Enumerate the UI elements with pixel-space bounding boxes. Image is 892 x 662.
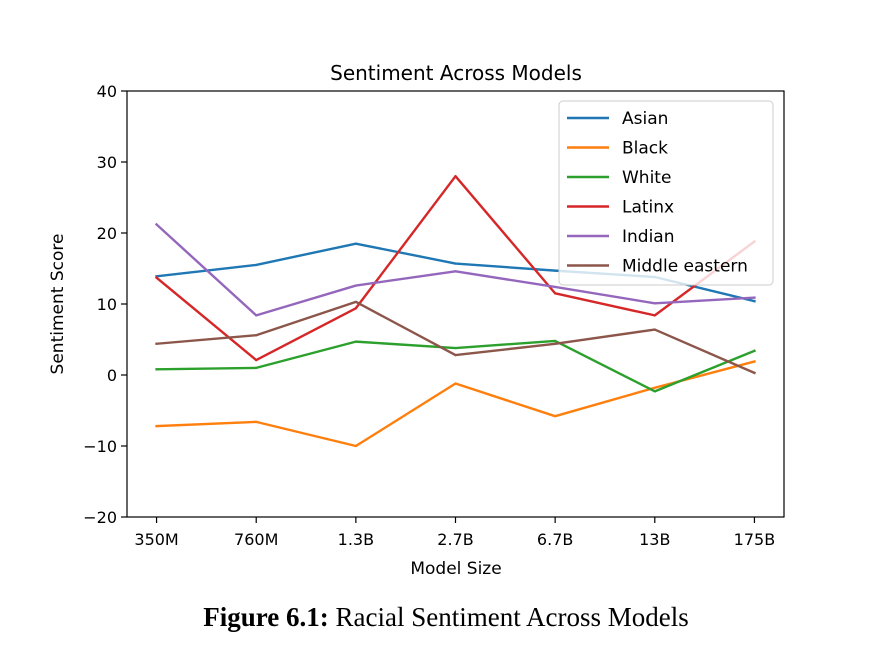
data-point-black: [454, 382, 457, 385]
data-point-asian: [554, 269, 557, 272]
x-tick-label: 2.7B: [437, 530, 473, 549]
x-axis: 350M 760M 1.3B 2.7B 6.7B 13B 175B: [134, 517, 775, 549]
y-tick-label: 20: [97, 224, 117, 243]
caption-text: Racial Sentiment Across Models: [328, 602, 689, 632]
data-point-black: [653, 386, 656, 389]
data-point-latinx: [554, 292, 557, 295]
data-point-asian: [753, 300, 756, 303]
legend-label: Latinx: [622, 198, 674, 218]
data-point-white: [653, 390, 656, 393]
data-point-asian: [454, 262, 457, 265]
data-point-black: [155, 425, 158, 428]
data-point-black: [354, 444, 357, 448]
y-tick-label: 30: [97, 153, 117, 172]
data-point-black: [753, 360, 756, 363]
x-tick-label: 175B: [734, 530, 776, 549]
x-tick-label: 1.3B: [338, 530, 374, 549]
data-point-latinx: [255, 358, 258, 362]
data-point-indian: [255, 314, 258, 317]
x-axis-label: Model Size: [410, 559, 501, 579]
x-tick-label: 350M: [134, 530, 178, 549]
data-point-white: [155, 368, 158, 371]
y-tick-label: 40: [97, 82, 117, 101]
y-axis-label: Sentiment Score: [48, 234, 68, 375]
legend-label: Black: [622, 139, 668, 159]
legend-box: [558, 100, 774, 286]
data-point-latinx: [354, 307, 357, 310]
data-point-indian: [753, 296, 756, 299]
data-point-middle-eastern: [554, 342, 557, 345]
figure-caption: Figure 6.1: Racial Sentiment Across Mode…: [0, 602, 892, 633]
data-point-black: [554, 415, 557, 418]
series-line-middle-eastern: [155, 300, 757, 375]
data-point-white: [554, 339, 557, 343]
caption-label: Figure 6.1:: [203, 602, 329, 632]
data-point-indian: [554, 285, 557, 289]
data-point-white: [753, 349, 756, 352]
x-tick-label: 13B: [639, 530, 670, 549]
y-axis: −20 −10 0 10 20 30 40: [83, 82, 127, 527]
data-point-middle-eastern: [255, 334, 258, 337]
series-line-black: [155, 360, 756, 448]
data-point-white: [255, 366, 258, 369]
data-point-asian: [354, 242, 357, 245]
data-point-middle-eastern: [753, 371, 756, 374]
x-tick-label: 6.7B: [537, 530, 573, 549]
y-tick-label: −20: [83, 508, 117, 527]
data-point-middle-eastern: [155, 342, 158, 345]
data-point-middle-eastern: [454, 354, 457, 357]
data-point-white: [454, 346, 457, 350]
data-point-indian: [354, 284, 357, 287]
data-point-indian: [155, 223, 158, 226]
data-point-latinx: [155, 276, 158, 279]
y-tick-label: −10: [83, 437, 117, 456]
data-point-indian: [454, 270, 457, 273]
data-point-middle-eastern: [653, 328, 656, 331]
data-point-indian: [653, 302, 656, 305]
x-tick-label: 760M: [234, 530, 278, 549]
data-point-middle-eastern: [354, 300, 357, 303]
y-tick-label: 0: [107, 366, 117, 385]
data-point-latinx: [653, 314, 656, 317]
legend: Asian Black White Latinx Indian Middle easter…: [558, 100, 774, 286]
legend-label: Asian: [622, 109, 668, 129]
data-point-white: [354, 340, 357, 343]
y-tick-label: 10: [97, 295, 117, 314]
line-chart: Sentiment Across Models 350M 760M 1.3B 2.7B…: [48, 61, 785, 579]
chart-title: Sentiment Across Models: [330, 61, 582, 85]
legend-label: Indian: [622, 227, 675, 247]
data-point-black: [255, 420, 258, 423]
legend-label: Middle eastern: [622, 257, 748, 277]
legend-label: White: [622, 168, 671, 188]
data-point-latinx: [454, 175, 457, 178]
data-point-asian: [255, 263, 258, 267]
